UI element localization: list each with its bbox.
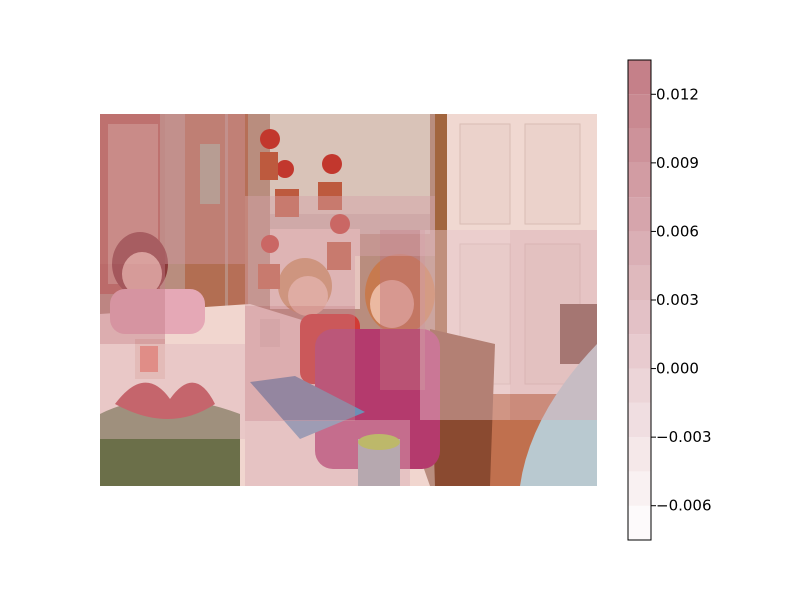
colorbar-band [628, 231, 651, 266]
colorbar: −0.006 −0.003 0.000 0.003 0.006 0.009 0.012 [627, 59, 712, 541]
heatmap-patch [380, 230, 425, 390]
colorbar-band [628, 197, 651, 232]
heatmap-patch [165, 114, 245, 264]
colorbar-band [628, 368, 651, 403]
colorbar-band [628, 505, 651, 540]
heatmap-patch [510, 230, 597, 420]
colorbar-band [628, 60, 651, 95]
colorbar-tick-label: 0.009 [656, 154, 699, 172]
colorbar-band [628, 94, 651, 129]
colorbar-tick-label: −0.006 [656, 497, 712, 515]
colorbar-tick-label: 0.012 [656, 85, 699, 103]
heatmap-patch [355, 196, 435, 256]
colorbar-band [628, 300, 651, 335]
heatmap-patch [420, 230, 510, 420]
colorbar-band [628, 402, 651, 438]
colorbar-tick-label: 0.006 [656, 222, 699, 240]
colorbar-tick-label: −0.003 [656, 428, 712, 446]
heatmap-overlay [100, 114, 597, 486]
colorbar-band [628, 334, 651, 369]
heatmap-patch [355, 420, 410, 486]
heatmap-patch [245, 196, 355, 306]
colorbar-band [628, 162, 651, 198]
scene-photo [100, 114, 597, 486]
colorbar-tick-label: 0.000 [656, 360, 699, 378]
heatmap-patch [100, 344, 245, 439]
colorbar-tick-label: 0.003 [656, 291, 699, 309]
heatmap-patch [100, 264, 165, 344]
colorbar-band [628, 471, 651, 506]
colorbar-band [628, 437, 651, 472]
colorbar-band [628, 128, 651, 163]
heatmap-patch [245, 420, 355, 486]
heatmap-patch [245, 306, 355, 421]
heatmap-patch [100, 114, 165, 264]
colorbar-band [628, 265, 651, 300]
